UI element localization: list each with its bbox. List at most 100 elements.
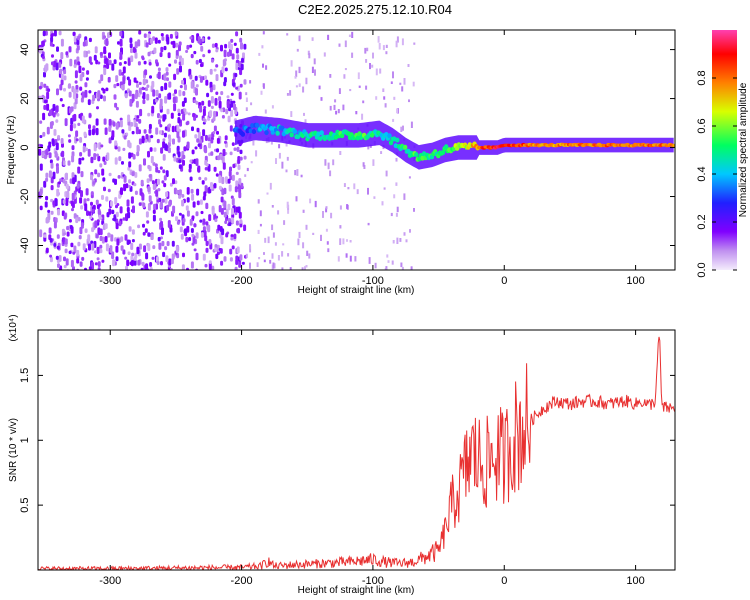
noise-cell [100, 74, 104, 82]
noise-cell [62, 160, 66, 166]
noise-cell [349, 240, 352, 243]
noise-cell [235, 171, 239, 175]
noise-cell [81, 157, 85, 161]
noise-cell [182, 154, 186, 160]
noise-cell [137, 39, 141, 47]
noise-cell [286, 93, 289, 96]
noise-cell [219, 153, 223, 158]
noise-cell [124, 256, 128, 260]
noise-cell [104, 236, 108, 243]
noise-cell [160, 236, 163, 240]
noise-cell [59, 98, 63, 102]
noise-cell [182, 113, 186, 121]
noise-cell [238, 178, 242, 185]
noise-cell [164, 246, 168, 251]
noise-cell [149, 267, 153, 270]
noise-cell [238, 191, 242, 199]
noise-cell [235, 220, 239, 226]
noise-cell [301, 267, 304, 270]
noise-cell [121, 129, 125, 134]
noise-cell [43, 234, 47, 238]
noise-cell [163, 45, 167, 51]
noise-cell [287, 253, 290, 257]
noise-cell [103, 46, 107, 55]
noise-cell [155, 62, 159, 67]
noise-cell [232, 82, 236, 87]
colorbar-tick-label: 0.2 [696, 214, 708, 229]
noise-cell [63, 213, 67, 220]
noise-cell [178, 164, 182, 169]
noise-cell [137, 61, 141, 66]
noise-cell [399, 238, 402, 242]
signal-cell [280, 125, 285, 131]
noise-cell [273, 263, 276, 269]
x-tick-label: -200 [231, 275, 253, 287]
noise-cell [216, 137, 220, 144]
noise-cell [59, 84, 63, 91]
y-tick-label: -20 [19, 189, 31, 205]
noise-cell [243, 155, 247, 160]
noise-cell [369, 144, 372, 148]
noise-cell [108, 126, 112, 132]
noise-cell [325, 228, 328, 232]
noise-cell [111, 130, 115, 138]
noise-cell [219, 248, 223, 254]
noise-cell [220, 44, 223, 52]
noise-cell [75, 138, 79, 142]
noise-cell [44, 99, 47, 104]
noise-cell [99, 244, 103, 249]
noise-cell [239, 219, 243, 224]
noise-cell [137, 224, 141, 229]
noise-cell [150, 134, 154, 139]
noise-cell [282, 243, 285, 246]
noise-cell [163, 182, 167, 188]
noise-cell [412, 81, 415, 87]
noise-cell [146, 93, 150, 101]
noise-cell [47, 209, 51, 213]
noise-cell [175, 216, 179, 222]
noise-cell [167, 147, 171, 154]
noise-cell [403, 78, 406, 85]
noise-cell [195, 84, 199, 88]
noise-cell [58, 62, 62, 68]
noise-cell [128, 90, 132, 97]
noise-cell [129, 98, 133, 107]
noise-cell [69, 124, 73, 132]
noise-cell [367, 187, 369, 195]
noise-cell [157, 188, 161, 192]
noise-cell [138, 118, 142, 124]
noise-cell [115, 204, 118, 209]
noise-cell [93, 143, 97, 152]
noise-cell [88, 266, 92, 270]
noise-cell [204, 177, 208, 181]
snr-plot: -300 -200 -100 0 100 0.5 1 1.5 Height of strai… [8, 314, 676, 596]
noise-cell [61, 150, 65, 158]
signal-cell [262, 126, 268, 132]
x-tick-label: 100 [626, 275, 644, 287]
noise-cell [209, 110, 213, 117]
noise-cell [170, 258, 174, 265]
noise-cell [130, 55, 134, 63]
noise-cell [140, 179, 144, 186]
noise-cell [302, 86, 305, 93]
noise-cell [275, 158, 277, 164]
noise-cell [47, 88, 51, 92]
noise-cell [197, 143, 201, 147]
noise-cell [53, 221, 57, 229]
noise-cell [186, 225, 190, 233]
noise-cell [122, 66, 126, 74]
noise-cell [105, 38, 109, 47]
noise-cell [131, 229, 135, 235]
noise-cell [159, 166, 163, 170]
noise-cell [142, 202, 146, 209]
noise-cell [343, 183, 346, 187]
noise-cell [208, 260, 212, 264]
noise-cell [168, 92, 172, 100]
noise-cell [302, 242, 305, 249]
noise-cell [233, 42, 237, 46]
noise-cell [232, 163, 236, 169]
signal-cell [269, 126, 274, 131]
noise-cell [179, 65, 182, 73]
noise-cell [107, 32, 110, 39]
spectrogram-ylabel: Frequency (Hz) [6, 116, 17, 185]
